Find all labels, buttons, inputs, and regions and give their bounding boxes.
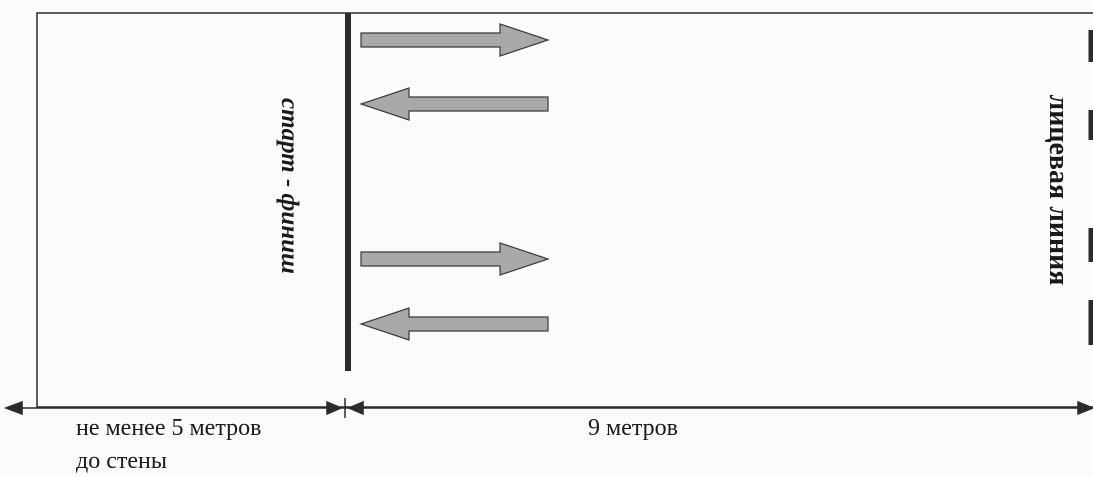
dimension-arrowhead-right — [1077, 400, 1093, 416]
dimension-arrowhead-mid-left — [326, 400, 343, 416]
outer-area-rect — [36, 12, 1093, 408]
arrow-left-4 — [359, 307, 549, 341]
start-finish-line — [345, 13, 351, 371]
left-distance-label-line1: не менее 5 метров — [76, 415, 262, 441]
arrow-right-3 — [360, 242, 550, 276]
dimension-arrowhead-left — [3, 400, 23, 416]
face-line-text: лицевая линия — [1043, 94, 1074, 286]
right-distance-label: 9 метров — [588, 415, 678, 441]
arrow-left-2 — [359, 87, 549, 121]
dimension-line — [3, 398, 1093, 418]
left-distance-label-line2: до стены — [76, 448, 167, 474]
start-finish-text: старт - финиш — [276, 98, 303, 274]
dimension-arrowhead-mid-right — [347, 400, 364, 416]
arrow-right-1 — [360, 23, 550, 57]
arrows-group — [359, 23, 550, 341]
